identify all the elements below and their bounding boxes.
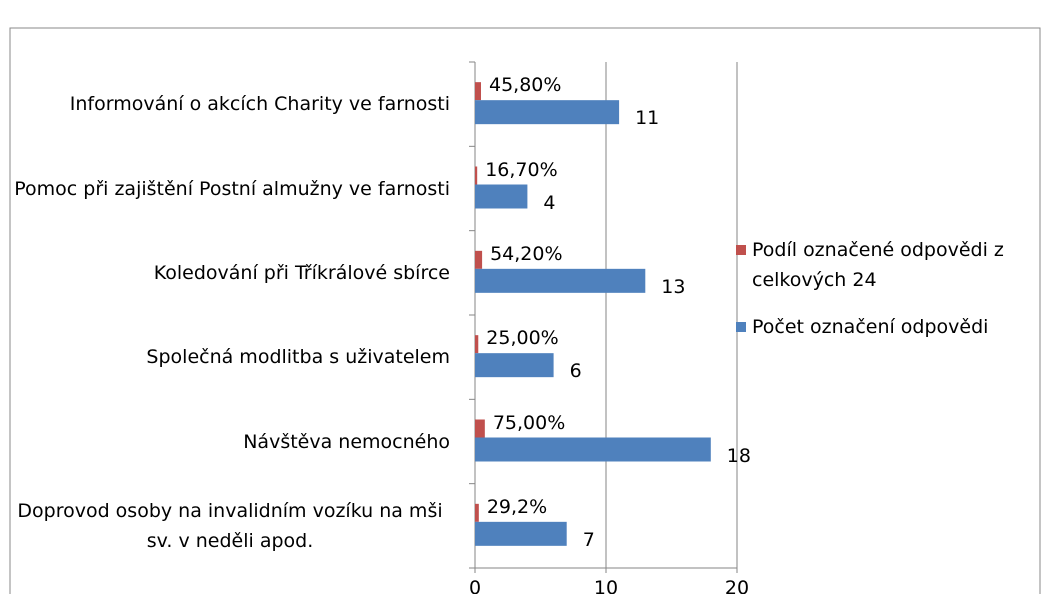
category-text: Pomoc při zajištění Postní almužny ve fa… [14,177,450,200]
y-tick-label: Návštěva nemocného [10,427,450,457]
data-label: 11 [635,107,660,130]
data-label: 13 [661,275,686,298]
bar [475,503,479,522]
category-text: Informování o akcích Charity ve farnosti [69,93,450,116]
category-text: Společná modlitba s uživatelem [146,346,450,369]
y-tick-label: Doprovod osoby na invalidním vozíku na m… [10,496,450,556]
legend-label: Podíl označené odpovědi z celkových 24 [752,239,1004,291]
data-label: 45,80% [488,74,562,97]
bar [475,100,620,125]
data-label: 75,00% [492,411,566,434]
bar [475,250,483,269]
legend-swatch [736,245,746,255]
bar [475,437,711,462]
data-label: 54,20% [490,242,563,265]
bar [475,353,554,378]
category-text: Doprovod osoby na invalidním vozíku na m… [17,499,443,552]
category-text: Koledování při Tříkrálové sbírce [153,261,450,284]
y-tick-label: Informování o akcích Charity ve farnosti [10,89,450,119]
y-tick-label: Pomoc při zajištění Postní almužny ve fa… [10,174,450,204]
data-label: 6 [569,360,582,383]
bar [475,419,485,438]
data-label: 16,70% [485,158,558,181]
bar [475,82,481,101]
x-tick-label: 20 [725,577,749,594]
bar [475,521,567,546]
chart-frame [9,27,1041,594]
legend-swatch [736,322,746,332]
bar [475,184,528,209]
y-tick-label: Koledování při Tříkrálové sbírce [10,258,450,288]
data-label: 4 [543,191,556,214]
data-label: 18 [726,444,751,467]
bar [475,268,646,293]
category-text: Návštěva nemocného [243,430,450,453]
bar [475,166,478,185]
x-tick-label: 10 [594,577,618,594]
y-tick-label: Společná modlitba s uživatelem [10,342,450,372]
data-label: 25,00% [486,327,559,350]
data-label: 7 [582,528,595,551]
bar [475,335,479,354]
data-label: 29,2% [486,495,548,518]
x-tick-label: 0 [469,577,481,594]
legend-label: Počet označení odpovědi [752,316,989,338]
